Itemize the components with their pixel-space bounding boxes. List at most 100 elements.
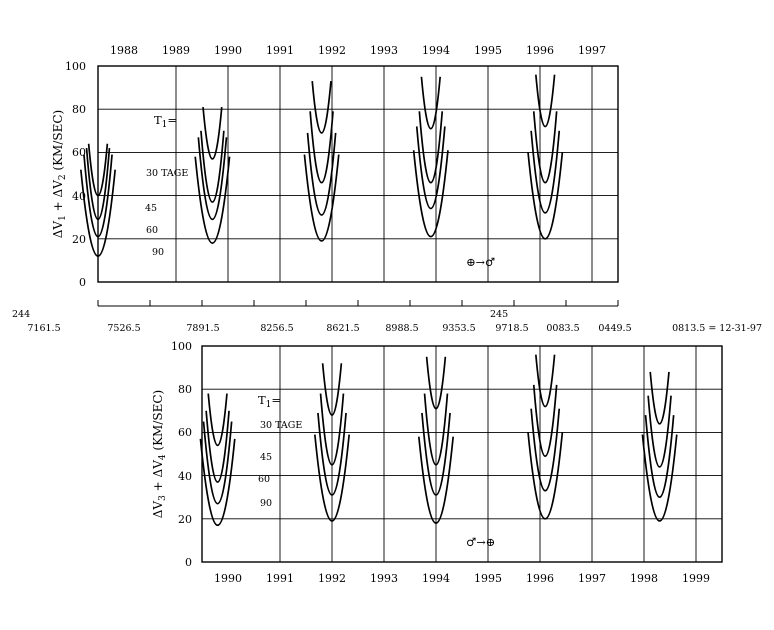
bottom-direction-label: ♂→⊕ <box>466 535 495 549</box>
bottom-delta-v-curve <box>423 393 449 466</box>
bottom-delta-v-curve <box>321 363 343 416</box>
top-delta-v-curve <box>306 132 337 216</box>
top-year-label: 1994 <box>422 44 450 57</box>
top-delta-v-curve <box>309 111 334 184</box>
top-y-tick: 20 <box>72 233 86 246</box>
top-year-label: 1996 <box>526 44 554 57</box>
top-plot-frame <box>97 65 619 283</box>
bottom-delta-v-curve <box>417 436 455 524</box>
jd-label: 8988.5 <box>385 323 418 334</box>
top-year-label: 1990 <box>214 44 242 57</box>
bottom-delta-v-curve <box>199 438 236 527</box>
top-year-label: 1997 <box>578 44 606 57</box>
bottom-delta-v-curve <box>205 410 230 483</box>
bottom-delta-v-curve <box>207 393 228 446</box>
bottom-year-label: 1995 <box>474 572 502 585</box>
top-year-label: 1992 <box>318 44 346 57</box>
bottom-delta-v-curve <box>425 356 447 410</box>
jd-label: 7526.5 <box>107 323 140 334</box>
bottom-year-label: 1990 <box>214 572 242 585</box>
bottom-y-tick: 0 <box>185 556 192 569</box>
top-delta-v-curve <box>534 74 556 128</box>
bottom-year-label: 1998 <box>630 572 658 585</box>
top-y-tick: 40 <box>72 190 86 203</box>
bottom-delta-v-curve <box>647 395 672 468</box>
julian-date-ticks <box>97 300 619 306</box>
arrow-right-icon: → <box>476 256 485 269</box>
bottom-year-label: 1992 <box>318 572 346 585</box>
jd-label: 9718.5 <box>495 323 528 334</box>
top-year-label: 1988 <box>110 44 138 57</box>
jd-label: 7891.5 <box>186 323 219 334</box>
chart-mars-to-earth: 0 20 40 60 80 100 ΔV3 + ΔV4 (KM/SEC) 199… <box>151 340 723 585</box>
bottom-year-label: 1996 <box>526 572 554 585</box>
top-delta-v-curve <box>194 156 231 244</box>
chart-earth-to-mars: 1988 1989 1990 1991 1992 1993 1994 1995 … <box>12 44 762 334</box>
jd-label: 0449.5 <box>598 323 631 334</box>
bottom-year-label: 1997 <box>578 572 606 585</box>
jd-label: 9353.5 <box>442 323 475 334</box>
bottom-y-tick: 100 <box>171 340 192 353</box>
bottom-y-axis-label: ΔV3 + ΔV4 (KM/SEC) <box>151 390 168 518</box>
top-delta-v-curve <box>530 130 561 214</box>
bottom-curves <box>199 354 678 527</box>
earth-symbol-icon: ⊕ <box>466 255 476 269</box>
top-delta-v-curve <box>420 76 442 130</box>
top-delta-v-curve <box>85 148 111 220</box>
top-delta-v-curve <box>527 152 564 240</box>
jd-label: 7161.5 <box>27 323 60 334</box>
jd-label: 8256.5 <box>260 323 293 334</box>
top-year-label: 1993 <box>370 44 398 57</box>
top-y-tick: 80 <box>72 103 86 116</box>
bottom-y-tick: 40 <box>178 470 192 483</box>
bottom-year-label: 1991 <box>266 572 294 585</box>
bottom-t1-label: T1= <box>258 393 281 410</box>
top-delta-v-curve <box>202 106 223 160</box>
top-y-axis-label: ΔV1 + ΔV2 (KM/SEC) <box>51 110 68 238</box>
bottom-delta-v-curve <box>534 354 556 408</box>
bottom-delta-v-curve <box>421 412 451 496</box>
bottom-delta-v-curve <box>530 408 561 492</box>
top-delta-v-curve <box>197 137 228 221</box>
jd-prefix-244: 244 <box>12 309 30 320</box>
bottom-delta-v-curve <box>644 415 675 499</box>
top-delta-v-curve <box>200 130 225 203</box>
top-year-label: 1991 <box>266 44 294 57</box>
top-y-tick: 0 <box>79 276 86 289</box>
bottom-series-label-30: 30 TAGE <box>260 420 302 431</box>
jd-label: 0083.5 <box>546 323 579 334</box>
mars-symbol-icon: ♂ <box>466 535 476 549</box>
top-year-label: 1989 <box>162 44 190 57</box>
top-direction-label: ⊕→♂ <box>466 255 495 269</box>
bottom-delta-v-curve <box>319 393 345 466</box>
bottom-delta-v-curve <box>532 384 558 457</box>
bottom-delta-v-curve <box>313 434 351 522</box>
jd-label-end: 0813.5 = 12-31-97 <box>672 323 762 334</box>
top-y-tick: 60 <box>72 146 86 159</box>
top-year-label: 1995 <box>474 44 502 57</box>
top-delta-v-curve <box>79 169 117 257</box>
bottom-year-label: 1999 <box>682 572 710 585</box>
top-series-label-90: 90 <box>152 247 164 258</box>
jd-prefix-245: 245 <box>490 309 508 320</box>
top-curves <box>79 74 564 257</box>
bottom-y-tick: 60 <box>178 426 192 439</box>
top-t1-label: T1= <box>154 113 177 130</box>
top-delta-v-curve <box>303 154 340 242</box>
top-delta-v-curve <box>415 126 446 210</box>
bottom-delta-v-curve <box>649 371 670 425</box>
bottom-year-label: 1993 <box>370 572 398 585</box>
top-series-label-30: 30 TAGE <box>146 168 188 179</box>
mars-symbol-icon: ♂ <box>485 255 495 269</box>
bottom-series-label-45: 45 <box>260 452 272 463</box>
earth-symbol-icon: ⊕ <box>486 535 496 549</box>
top-delta-v-curve <box>311 81 332 134</box>
bottom-y-tick: 20 <box>178 513 192 526</box>
bottom-delta-v-curve <box>317 412 347 496</box>
top-series-label-60: 60 <box>146 225 158 236</box>
bottom-y-tick: 80 <box>178 383 192 396</box>
arrow-right-icon: → <box>476 536 485 549</box>
top-delta-v-curve <box>418 111 444 184</box>
top-y-tick: 100 <box>65 60 86 73</box>
